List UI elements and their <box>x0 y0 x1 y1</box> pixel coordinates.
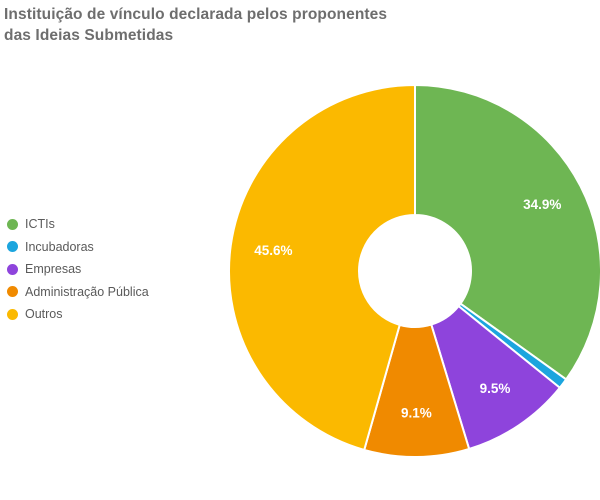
legend-item[interactable]: Outros <box>4 303 194 326</box>
legend-swatch-icon <box>7 308 18 320</box>
legend-swatch-icon <box>7 286 18 298</box>
legend-item[interactable]: Administração Pública <box>4 281 194 304</box>
legend-item-label: ICTIs <box>25 217 55 232</box>
chart-legend: ICTIs Incubadoras Empresas Administração Pú… <box>4 213 194 326</box>
legend-swatch-icon <box>7 218 18 230</box>
pie-slice[interactable] <box>228 83 416 452</box>
legend-item-label: Empresas <box>25 262 82 277</box>
pie-slice[interactable] <box>362 323 471 458</box>
pie-slice[interactable] <box>414 83 600 381</box>
legend-item[interactable]: ICTIs <box>4 213 194 236</box>
pie-slice-label: 45.6% <box>254 243 292 258</box>
legend-item-label: Outros <box>25 307 63 322</box>
pie-slice-label: 34.9% <box>523 197 561 212</box>
legend-item-label: Administração Pública <box>25 284 149 299</box>
legend-item[interactable]: Empresas <box>4 258 194 281</box>
legend-item-label: Incubadoras <box>25 239 94 254</box>
pie-slice-label: 9.5% <box>480 381 511 396</box>
pie-slice-label: 9.1% <box>401 406 432 421</box>
legend-swatch-icon <box>7 263 18 275</box>
pie-slice[interactable] <box>430 304 562 451</box>
pie-slice-labels: 34.9% 9.5% 9.1% 45.6% <box>254 197 561 420</box>
legend-item[interactable]: Incubadoras <box>4 236 194 259</box>
chart-title: Instituição de vínculo declarada pelos p… <box>4 6 388 44</box>
pie-slices <box>228 83 600 458</box>
legend-swatch-icon <box>7 241 18 253</box>
pie-slice[interactable] <box>457 302 568 390</box>
